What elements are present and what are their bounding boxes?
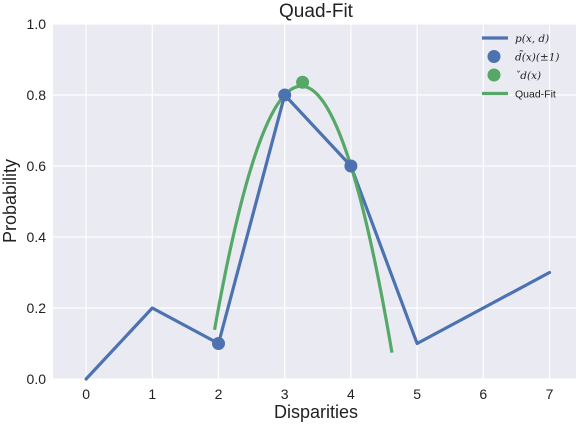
y-tick-label: 0.2: [27, 300, 47, 316]
legend-label: d̃(x)(±1): [515, 49, 560, 63]
x-tick-label: 3: [281, 386, 289, 402]
point-d-tilde: [212, 337, 226, 350]
legend: p(x, d) d̃(x)(±1) ˇd(x) Quad-Fit: [482, 33, 560, 101]
x-tick-label: 7: [546, 386, 554, 402]
legend-label: Quad-Fit: [515, 89, 556, 101]
y-tick-label: 0.4: [27, 229, 47, 245]
y-axis-label: Probability: [0, 159, 20, 243]
legend-swatch-dot: [487, 50, 501, 63]
x-tick-label: 5: [413, 386, 421, 402]
x-tick-label: 0: [82, 386, 90, 402]
legend-label: p(x, d): [515, 33, 549, 45]
grid: [53, 23, 576, 380]
point-d-tilde: [278, 88, 292, 102]
x-tick-label: 1: [148, 386, 156, 402]
x-tick-label: 2: [215, 386, 223, 402]
legend-label: ˇd(x): [515, 70, 541, 82]
point-d-check: [296, 75, 310, 89]
series-line-p-x-d: [84, 93, 552, 381]
y-tick-label: 0.0: [27, 371, 47, 387]
y-tick-label: 1.0: [27, 16, 47, 32]
legend-swatch-dot: [487, 68, 501, 82]
chart-title: Quad-Fit: [279, 1, 354, 22]
x-tick-label: 6: [479, 386, 487, 402]
x-axis-label: Disparities: [274, 402, 358, 422]
y-tick-label: 0.8: [27, 87, 47, 103]
point-d-tilde: [344, 159, 358, 173]
y-tick-label: 0.6: [27, 158, 47, 174]
x-tick-label: 4: [347, 386, 355, 402]
